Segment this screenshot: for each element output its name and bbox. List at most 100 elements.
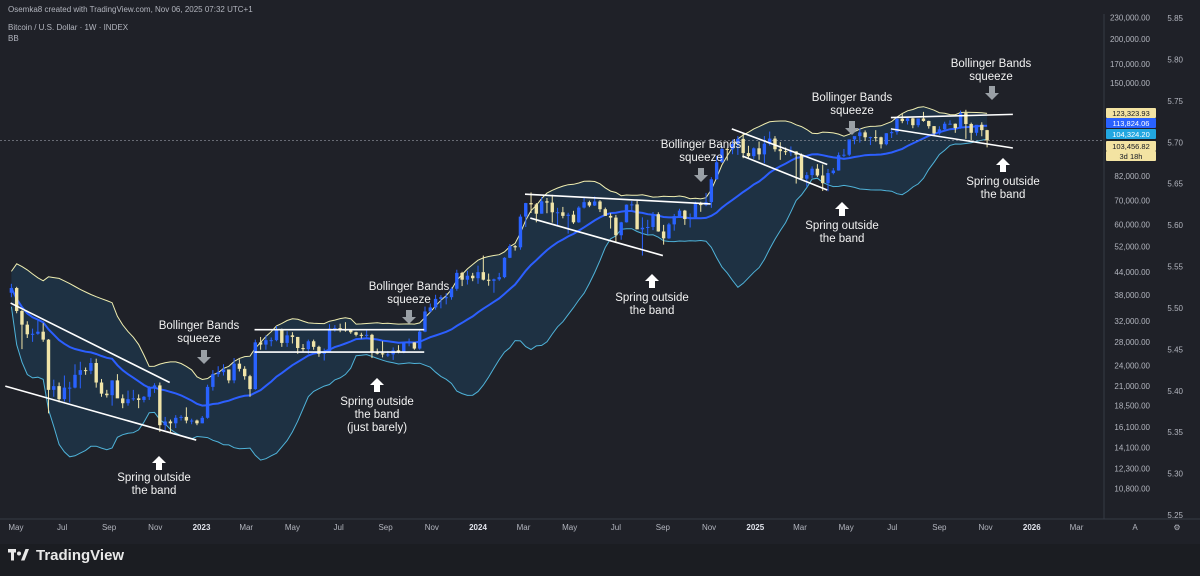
candle-body[interactable] [592, 201, 597, 206]
candle-body[interactable] [905, 118, 910, 122]
trendline[interactable] [10, 302, 171, 384]
candle-body[interactable] [656, 214, 661, 232]
candle-body[interactable] [30, 333, 35, 335]
candle-body[interactable] [311, 341, 316, 347]
candle-body[interactable] [62, 387, 67, 400]
candle-body[interactable] [815, 168, 820, 176]
candle-body[interactable] [417, 331, 422, 349]
candle-body[interactable] [280, 329, 284, 343]
candle-body[interactable] [455, 272, 459, 289]
candle-body[interactable] [73, 374, 77, 388]
candle-body[interactable] [269, 340, 273, 342]
candle-body[interactable] [677, 210, 682, 217]
candle-body[interactable] [205, 386, 210, 418]
candle-body[interactable] [725, 148, 729, 150]
trendline[interactable] [890, 128, 1013, 149]
candle-body[interactable] [258, 342, 263, 345]
candle-body[interactable] [709, 179, 714, 203]
candle-body[interactable] [216, 372, 220, 375]
candle-body[interactable] [248, 376, 252, 390]
candle-body[interactable] [640, 227, 645, 230]
candle-body[interactable] [767, 138, 772, 144]
candle-body[interactable] [105, 393, 109, 396]
candle-body[interactable] [985, 130, 989, 141]
candle-body[interactable] [78, 370, 83, 375]
candle-body[interactable] [529, 203, 533, 205]
candle-body[interactable] [89, 363, 93, 371]
candle-body[interactable] [402, 342, 406, 353]
candle-body[interactable] [566, 214, 570, 216]
candle-body[interactable] [407, 342, 411, 344]
candle-body[interactable] [863, 132, 867, 138]
candle-body[interactable] [927, 120, 931, 127]
candle-body[interactable] [423, 311, 427, 332]
candle-body[interactable] [550, 202, 554, 213]
candle-body[interactable] [942, 123, 947, 130]
candle-body[interactable] [497, 277, 501, 280]
candle-body[interactable] [370, 334, 374, 353]
candle-body[interactable] [460, 272, 464, 280]
candle-body[interactable] [587, 202, 592, 206]
candle-body[interactable] [476, 272, 480, 279]
candle-body[interactable] [380, 353, 385, 355]
candle-body[interactable] [237, 363, 242, 369]
candle-body[interactable] [152, 385, 157, 388]
candle-body[interactable] [752, 148, 756, 157]
candle-body[interactable] [439, 297, 443, 299]
candle-body[interactable] [41, 331, 45, 340]
candle-body[interactable] [810, 168, 814, 176]
candle-body[interactable] [608, 215, 613, 218]
candle-body[interactable] [94, 363, 98, 383]
candle-body[interactable] [874, 137, 878, 139]
candle-body[interactable] [333, 328, 337, 330]
candle-body[interactable] [364, 334, 369, 336]
candle-body[interactable] [200, 417, 204, 424]
candle-body[interactable] [868, 137, 873, 139]
candle-body[interactable] [683, 210, 687, 220]
candle-body[interactable] [396, 350, 401, 353]
candle-body[interactable] [672, 216, 676, 225]
candle-body[interactable] [375, 352, 379, 354]
candle-body[interactable] [486, 279, 491, 281]
candle-body[interactable] [242, 368, 247, 377]
candle-body[interactable] [635, 204, 639, 230]
candle-body[interactable] [582, 202, 586, 208]
trendline[interactable] [742, 155, 828, 191]
trendline[interactable] [731, 128, 828, 166]
candle-body[interactable] [741, 138, 745, 154]
candle-body[interactable] [714, 162, 719, 180]
settings-icon[interactable]: ⚙ [1173, 523, 1180, 532]
candle-body[interactable] [518, 216, 523, 248]
candle-body[interactable] [746, 153, 751, 157]
candle-body[interactable] [561, 212, 565, 216]
candle-body[interactable] [354, 332, 358, 335]
candle-body[interactable] [921, 118, 926, 121]
candle-body[interactable] [630, 204, 634, 206]
auto-scale-button[interactable]: A [1132, 523, 1138, 532]
candle-body[interactable] [932, 126, 936, 134]
candle-body[interactable] [359, 334, 364, 336]
candle-body[interactable] [136, 398, 141, 400]
candle-body[interactable] [577, 207, 581, 223]
candle-body[interactable] [163, 421, 167, 426]
candle-body[interactable] [264, 340, 268, 345]
tradingview-brand[interactable]: TradingView [8, 547, 124, 564]
candle-body[interactable] [290, 335, 295, 337]
candle-body[interactable] [948, 123, 952, 125]
candle-body[interactable] [227, 369, 231, 381]
candle-body[interactable] [539, 201, 544, 214]
candle-body[interactable] [730, 143, 735, 150]
candle-body[interactable] [46, 339, 51, 390]
candle-body[interactable] [52, 386, 56, 390]
candle-body[interactable] [296, 336, 300, 348]
trendline[interactable] [524, 193, 711, 205]
trendline[interactable] [530, 217, 664, 257]
candle-body[interactable] [25, 324, 29, 335]
candle-body[interactable] [773, 138, 777, 150]
candle-body[interactable] [386, 354, 390, 356]
candle-body[interactable] [158, 385, 162, 426]
candle-body[interactable] [147, 387, 151, 397]
candle-body[interactable] [805, 175, 809, 179]
candle-body[interactable] [444, 297, 448, 299]
candle-body[interactable] [614, 217, 618, 236]
